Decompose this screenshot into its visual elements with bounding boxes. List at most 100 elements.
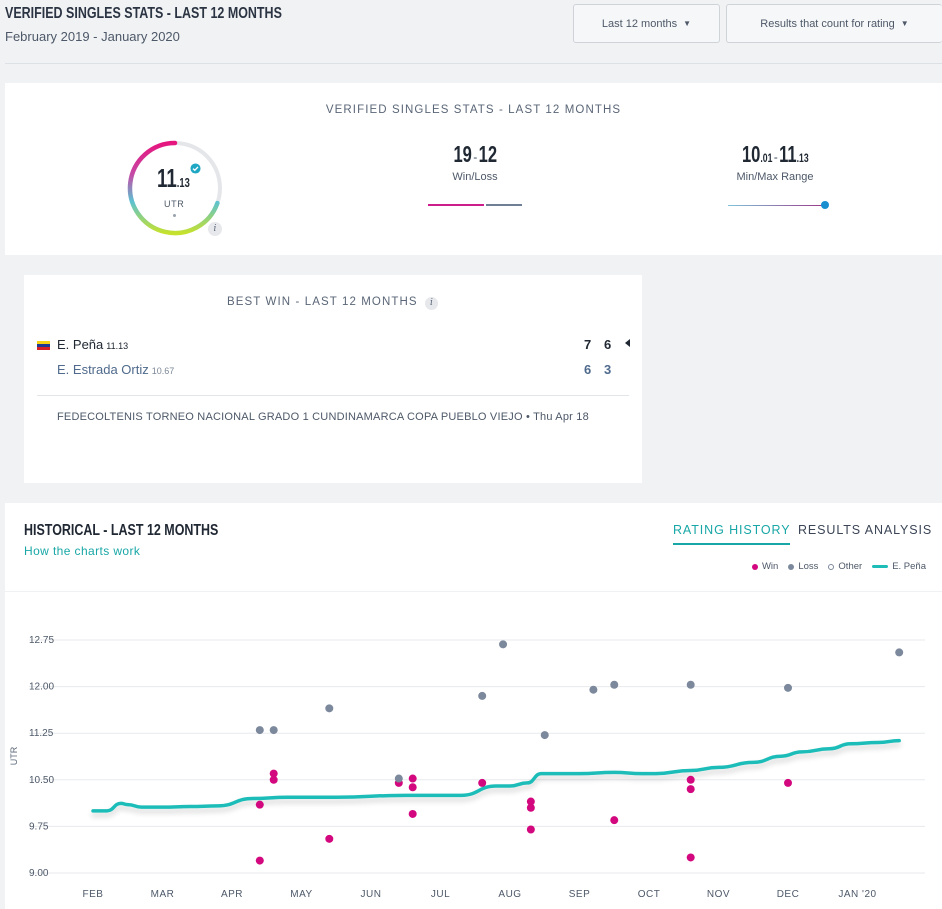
rating-line	[91, 738, 901, 813]
loss-point[interactable]	[895, 648, 904, 657]
how-charts-work-link[interactable]: How the charts work	[24, 544, 141, 558]
win-point[interactable]	[526, 825, 535, 834]
page-title: VERIFIED SINGLES STATS - LAST 12 MONTHS	[5, 5, 282, 22]
x-tick-label: FEB	[83, 889, 104, 900]
win-point[interactable]	[784, 778, 792, 787]
win-point[interactable]	[325, 834, 334, 843]
x-tick-label: JUL	[431, 889, 450, 900]
caret-down-icon: ▼	[900, 19, 909, 28]
win-point[interactable]	[255, 800, 264, 809]
legend-loss[interactable]: Loss	[788, 561, 818, 572]
win-point[interactable]	[269, 769, 278, 778]
info-icon[interactable]: i	[425, 297, 438, 310]
win-point[interactable]	[408, 809, 417, 818]
loss-point[interactable]	[394, 774, 403, 783]
y-axis-label: UTR	[9, 746, 19, 765]
range-marker	[821, 201, 829, 209]
utr-label: UTR	[164, 199, 185, 209]
y-tick-label: 12.75	[29, 635, 54, 646]
win-point[interactable]	[686, 775, 695, 784]
historical-card: HISTORICAL - LAST 12 MONTHS How the char…	[5, 503, 942, 909]
winloss-stat: 19-12 Win/Loss	[405, 141, 545, 183]
win-point[interactable]	[610, 816, 619, 825]
y-tick-label: 10.50	[29, 775, 54, 786]
y-tick-label: 9.75	[29, 821, 49, 832]
y-tick-label: 11.25	[29, 728, 54, 739]
win-point[interactable]	[255, 856, 264, 865]
x-tick-label: AUG	[498, 889, 521, 900]
utr-value: 11.13	[157, 163, 190, 193]
winloss-value: 19-12	[453, 141, 497, 167]
divider	[37, 395, 629, 396]
stats-heading: VERIFIED SINGLES STATS - LAST 12 MONTHS	[325, 104, 622, 116]
period-dropdown-label: Last 12 months	[601, 17, 678, 30]
verified-icon	[190, 163, 201, 174]
loss-point[interactable]	[269, 726, 278, 735]
date-range: February 2019 - January 2020	[5, 29, 180, 44]
set-score: 6	[604, 337, 612, 352]
loss-point[interactable]	[325, 704, 334, 713]
best-win-card[interactable]: BEST WIN - LAST 12 MONTHS i E. Peña 11.13…	[24, 275, 642, 483]
chart-legend: Win Loss Other E. Peña	[751, 561, 926, 572]
loss-point[interactable]	[540, 731, 549, 740]
info-icon[interactable]: i	[208, 222, 222, 236]
win-point[interactable]	[269, 775, 278, 784]
win-point[interactable]	[686, 853, 695, 862]
rating-history-chart: 12.75 12.00 11.25 10.50 9.75 9.00 FEB MAR APR MA…	[9, 635, 925, 900]
win-point[interactable]	[408, 774, 417, 783]
colombia-flag-icon	[37, 341, 50, 350]
y-tick-label: 12.00	[29, 682, 54, 693]
win-point[interactable]	[526, 797, 535, 806]
legend-other-dot	[828, 563, 835, 570]
y-tick-label: 9.00	[29, 868, 49, 879]
winner-arrow-icon	[625, 339, 630, 347]
loss-point[interactable]	[255, 726, 264, 735]
x-tick-label: OCT	[638, 889, 661, 900]
legend-win-dot	[751, 563, 758, 570]
loss-point[interactable]	[478, 691, 487, 700]
x-tick-label: JAN '20	[838, 889, 876, 900]
x-tick-label: SEP	[569, 889, 591, 900]
header-divider	[5, 63, 942, 64]
event-name: FEDECOLTENIS TORNEO NACIONAL GRADO 1 CUN…	[57, 411, 589, 423]
loss-point[interactable]	[499, 640, 508, 649]
range-value: 10.01-11.13	[741, 141, 809, 167]
legend-other[interactable]: Other	[828, 561, 862, 572]
chart-separator	[5, 591, 942, 592]
best-win-heading: BEST WIN - LAST 12 MONTHS	[227, 296, 418, 308]
player-name: E. Peña	[57, 337, 104, 352]
loss-point[interactable]	[686, 680, 695, 689]
x-tick-label: MAY	[290, 889, 312, 900]
set-score: 6	[584, 362, 592, 377]
win-point[interactable]	[686, 785, 695, 794]
x-tick-label: DEC	[777, 889, 800, 900]
range-stat: 10.01-11.13 Min/Max Range	[705, 141, 845, 183]
legend-win[interactable]: Win	[751, 561, 778, 572]
gauge-fill	[127, 140, 220, 236]
range-label: Min/Max Range	[736, 171, 814, 183]
win-point[interactable]	[478, 778, 487, 787]
legend-line-swatch	[872, 565, 889, 568]
win-point[interactable]	[526, 803, 535, 812]
x-tick-label: NOV	[707, 889, 730, 900]
loss-bar	[486, 204, 522, 206]
utr-indicator-dot	[173, 214, 176, 217]
historical-title: HISTORICAL - LAST 12 MONTHS	[24, 522, 219, 539]
period-dropdown[interactable]: Last 12 months ▼	[573, 4, 720, 43]
caret-down-icon: ▼	[683, 19, 692, 28]
x-tick-label: APR	[221, 889, 243, 900]
loss-point[interactable]	[589, 685, 598, 694]
win-point[interactable]	[408, 783, 417, 792]
legend-rating-line[interactable]: E. Peña	[872, 561, 926, 572]
player-winner[interactable]: E. Peña 11.13	[57, 337, 128, 352]
player-name: E. Estrada Ortiz	[57, 362, 149, 377]
tab-rating-history[interactable]: RATING HISTORY	[673, 523, 791, 545]
win-bar	[428, 204, 484, 206]
player-opponent[interactable]: E. Estrada Ortiz 10.67	[57, 362, 174, 377]
filter-dropdown[interactable]: Results that count for rating ▼	[726, 4, 942, 43]
loss-point[interactable]	[610, 680, 619, 689]
loss-point[interactable]	[784, 683, 792, 692]
utr-gauge	[127, 140, 222, 236]
tab-results-analysis[interactable]: RESULTS ANALYSIS	[798, 523, 933, 537]
filter-dropdown-label: Results that count for rating	[760, 17, 895, 30]
